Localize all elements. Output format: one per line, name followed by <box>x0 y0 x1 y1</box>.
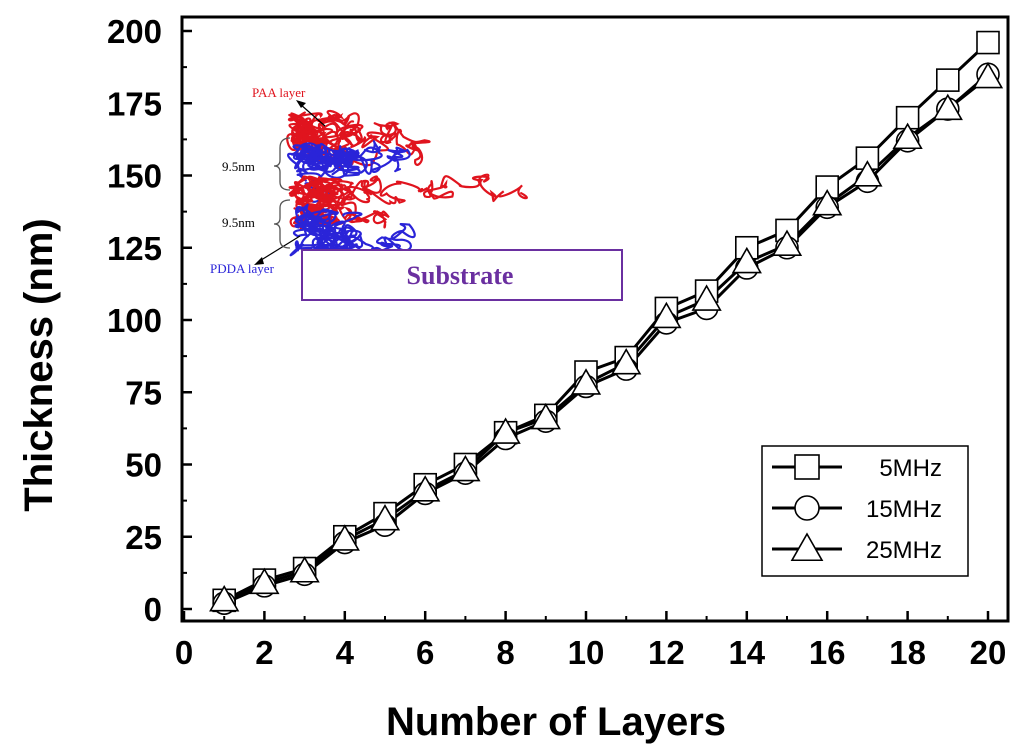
data-point-25MHz <box>691 284 722 311</box>
spacing-label-top: 9.5nm <box>222 159 255 174</box>
polymer-layer-scribbles <box>286 109 528 258</box>
spacing-brace-bottom <box>273 199 291 249</box>
y-axis-title: Thickness (nm) <box>17 218 61 511</box>
x-tick-label: 16 <box>809 634 846 671</box>
substrate-box <box>301 249 623 301</box>
pdda-chain-top <box>295 140 382 170</box>
data-point-25MHz <box>369 504 401 531</box>
y-tick-label: 75 <box>125 374 162 411</box>
data-point-25MHz <box>570 368 602 395</box>
x-tick-label: 2 <box>255 634 273 671</box>
data-point-5MHz <box>976 30 1000 55</box>
data-point-25MHz <box>209 584 240 612</box>
legend-marker-25MHz <box>790 532 824 562</box>
data-point-5MHz <box>935 68 960 92</box>
data-point-25MHz <box>289 556 320 583</box>
y-tick-label: 100 <box>107 302 162 339</box>
data-point-25MHz <box>249 567 280 595</box>
y-tick-label: 25 <box>125 519 162 556</box>
pdda-chain-bottom <box>307 211 364 258</box>
x-tick-label: 10 <box>568 634 605 671</box>
paa-layer-label: PAA layer <box>252 85 306 100</box>
data-series <box>209 30 1004 616</box>
x-tick-label: 6 <box>416 634 434 671</box>
data-point-25MHz <box>611 347 642 375</box>
x-tick-label: 8 <box>496 634 514 671</box>
data-point-25MHz <box>771 229 803 256</box>
pdda-arrow-head <box>254 257 264 265</box>
x-axis-ticks: 0 2 4 6 8 10 12 14 16 18 20 <box>175 611 1007 671</box>
data-point-25MHz <box>651 301 682 329</box>
x-tick-label: 14 <box>728 634 765 671</box>
y-tick-label: 175 <box>107 85 162 122</box>
data-point-25MHz <box>731 246 762 274</box>
x-tick-label: 20 <box>970 634 1007 671</box>
legend-marker-15MHz <box>794 495 820 521</box>
y-tick-label: 125 <box>107 230 162 267</box>
paa-arrow <box>299 103 326 127</box>
y-tick-label: 200 <box>107 13 162 50</box>
legend-label-25MHz: 25MHz <box>866 537 942 564</box>
pdda-arrow <box>257 235 301 263</box>
y-tick-label: 150 <box>107 158 162 195</box>
data-point-25MHz <box>410 475 441 502</box>
legend-marker-5MHz <box>794 454 820 480</box>
paa-chain-top <box>291 109 364 156</box>
data-point-25MHz <box>852 160 883 187</box>
data-point-25MHz <box>490 417 521 444</box>
x-tick-label: 4 <box>336 634 355 671</box>
layer-schematic-inset: Substrate PAA layer PDDA layer 9.5nm 9.5… <box>210 85 623 301</box>
data-point-25MHz <box>972 61 1004 89</box>
x-tick-label: 12 <box>648 634 685 671</box>
x-axis-title: Number of Layers <box>386 700 726 744</box>
data-point-25MHz <box>450 454 481 482</box>
y-tick-label: 0 <box>144 591 162 628</box>
spacing-label-bottom: 9.5nm <box>222 215 255 230</box>
data-point-25MHz <box>329 524 360 551</box>
x-tick-label: 0 <box>175 634 193 671</box>
pdda-chain-bottom <box>293 203 339 238</box>
data-point-25MHz <box>932 93 963 121</box>
paa-arrow-head <box>296 100 306 108</box>
x-tick-label: 18 <box>889 634 926 671</box>
y-tick-label: 50 <box>125 447 162 484</box>
legend: 5MHz 15MHz 25MHz <box>761 445 969 577</box>
y-axis-ticks: 0 25 50 75 100 125 150 175 200 <box>107 13 192 628</box>
legend-label-15MHz: 15MHz <box>866 496 942 523</box>
data-point-25MHz <box>812 189 843 216</box>
data-point-25MHz <box>530 402 561 430</box>
pdda-layer-label: PDDA layer <box>210 261 275 276</box>
substrate-label: Substrate <box>407 261 514 290</box>
legend-label-5MHz: 5MHz <box>879 455 942 482</box>
data-point-25MHz <box>892 122 923 150</box>
spacing-brace-top <box>273 137 291 191</box>
